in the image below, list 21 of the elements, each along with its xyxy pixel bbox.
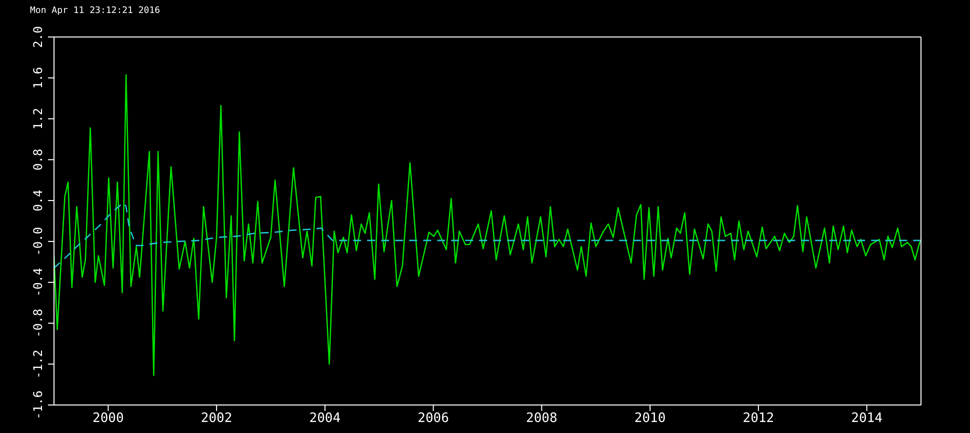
y-tick-label: -0.0 [31, 226, 45, 256]
line-series [54, 202, 921, 269]
x-tick-label: 2014 [851, 411, 883, 426]
y-tick-label: -0.4 [31, 268, 45, 297]
x-tick-label: 2012 [742, 411, 774, 426]
y-tick-label: -1.2 [31, 350, 45, 379]
line-series [54, 74, 921, 376]
x-tick-label: 2002 [200, 411, 232, 426]
y-tick-label: 0.4 [31, 190, 45, 212]
y-tick-label: 2.0 [31, 26, 45, 48]
y-tick-label: 1.6 [31, 67, 45, 89]
x-tick-label: 2006 [418, 411, 449, 426]
x-tick-label: 2000 [92, 411, 124, 426]
x-tick-label: 2010 [634, 411, 666, 426]
y-tick-label: -1.6 [31, 390, 45, 420]
y-tick-label: -0.8 [31, 308, 45, 338]
y-tick-label: 1.2 [31, 108, 45, 130]
y-tick-label: 0.8 [31, 148, 45, 171]
x-tick-label: 2008 [526, 411, 558, 426]
text: Mon Apr 11 23:12:21 2016 [30, 6, 160, 16]
x-tick-label: 2004 [309, 411, 341, 426]
